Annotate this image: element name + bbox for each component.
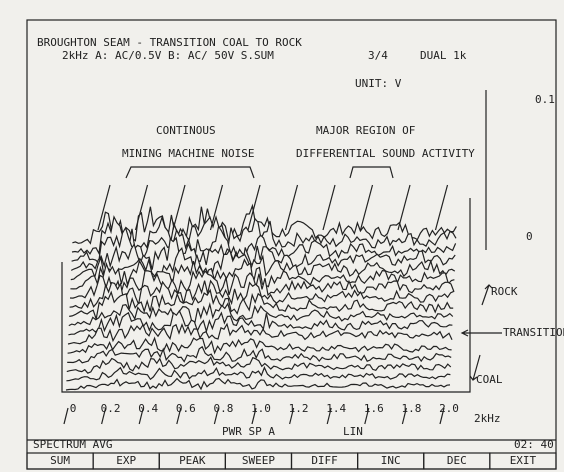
button-label[interactable]: EXP <box>116 454 136 467</box>
x-tick <box>138 407 144 425</box>
guide <box>359 184 374 231</box>
trace <box>70 246 456 281</box>
x-tick-label: 2.0 <box>439 402 459 415</box>
button[interactable] <box>489 452 557 470</box>
guide <box>284 184 299 231</box>
annotation: CONTINOUS <box>156 124 216 137</box>
button-label[interactable]: INC <box>381 454 401 467</box>
annotation: DIFFERENTIAL SOUND ACTIVITY <box>296 147 475 160</box>
arrows <box>460 284 502 381</box>
readout: PWR SP A <box>222 425 275 438</box>
button-label[interactable]: SUM <box>50 454 70 467</box>
guide <box>397 184 411 231</box>
button-label[interactable]: EXIT <box>510 454 537 467</box>
x-tick-label: 1.2 <box>289 402 309 415</box>
x-tick-label: 1.8 <box>401 402 421 415</box>
x-tick-label: 1.0 <box>251 402 271 415</box>
guide <box>247 184 261 231</box>
count: 3/4 <box>368 49 388 62</box>
trace <box>69 270 455 299</box>
button-bar: SUM EXP PEAK SWEEP DIFF INC DEC EXIT <box>26 452 557 470</box>
x-unit: 2kHz <box>474 412 501 425</box>
button-label[interactable]: PEAK <box>179 454 206 467</box>
x-tick-label: 0.2 <box>101 402 121 415</box>
guide <box>209 184 224 231</box>
guide <box>322 184 336 231</box>
x-tick <box>101 407 107 425</box>
side-label: ROCK <box>491 285 518 298</box>
x-tick <box>213 407 219 425</box>
button-label[interactable]: DEC <box>447 454 467 467</box>
annotation: MINING MACHINE NOISE <box>122 147 254 160</box>
bracket <box>125 166 394 179</box>
x-tick-label: 0.6 <box>176 402 196 415</box>
x-tick <box>63 407 69 425</box>
x-tick <box>289 407 295 425</box>
trace <box>67 345 452 364</box>
trace-mask <box>70 259 456 291</box>
trace-mask <box>66 357 452 374</box>
trace <box>68 301 454 327</box>
x-tick-label: 1.6 <box>364 402 384 415</box>
trace-mask <box>68 303 454 328</box>
guide <box>434 184 449 231</box>
x-tick <box>176 407 182 425</box>
side-label: TRANSITION <box>503 326 564 339</box>
trace <box>65 377 451 391</box>
trace <box>70 236 456 271</box>
trace <box>72 203 457 245</box>
footer-right: 02: 40 <box>514 438 554 451</box>
trace-mask <box>71 238 457 273</box>
trace <box>67 322 453 345</box>
waterfall <box>65 184 458 392</box>
trace <box>67 336 452 355</box>
button-label[interactable]: SWEEP <box>242 454 275 467</box>
scale-top: 0.1 <box>535 93 555 106</box>
scale-zero: 0 <box>526 230 533 243</box>
x-tick-label: 0.8 <box>213 402 233 415</box>
footer-left: SPECTRUM AVG <box>33 438 112 451</box>
x-tick-label: 0.4 <box>138 402 158 415</box>
x-tick <box>251 407 257 425</box>
guide <box>172 184 186 231</box>
title: BROUGHTON SEAM - TRANSITION COAL TO ROCK <box>37 36 302 49</box>
x-tick-label: 1.4 <box>326 402 346 415</box>
trace <box>69 288 454 322</box>
unit: UNIT: V <box>355 77 402 90</box>
trace <box>66 356 452 374</box>
trace <box>68 309 453 336</box>
x-tick <box>326 407 332 425</box>
trace <box>70 258 455 290</box>
guide <box>97 184 111 231</box>
x-tick-label: 0 <box>70 402 77 415</box>
readout: LIN <box>343 425 363 438</box>
x-tick <box>401 407 407 425</box>
trace-mask <box>66 378 451 392</box>
settings: 2kHz A: AC/0.5V B: AC/ 50V S.SUM <box>62 49 274 62</box>
guide <box>134 184 149 231</box>
side-label: COAL <box>476 373 503 386</box>
x-tick <box>439 407 445 425</box>
annotation: MAJOR REGION OF <box>316 124 415 137</box>
trace-mask <box>66 367 452 383</box>
axes <box>61 90 487 393</box>
button-label[interactable]: DIFF <box>311 454 338 467</box>
x-tick <box>364 407 370 425</box>
x-axis: 0 0.2 0.4 0.6 0.8 1.0 1.2 1.4 1.6 1.8 2.0 <box>63 402 459 425</box>
mode: DUAL 1k <box>420 49 467 62</box>
trace <box>66 366 451 382</box>
